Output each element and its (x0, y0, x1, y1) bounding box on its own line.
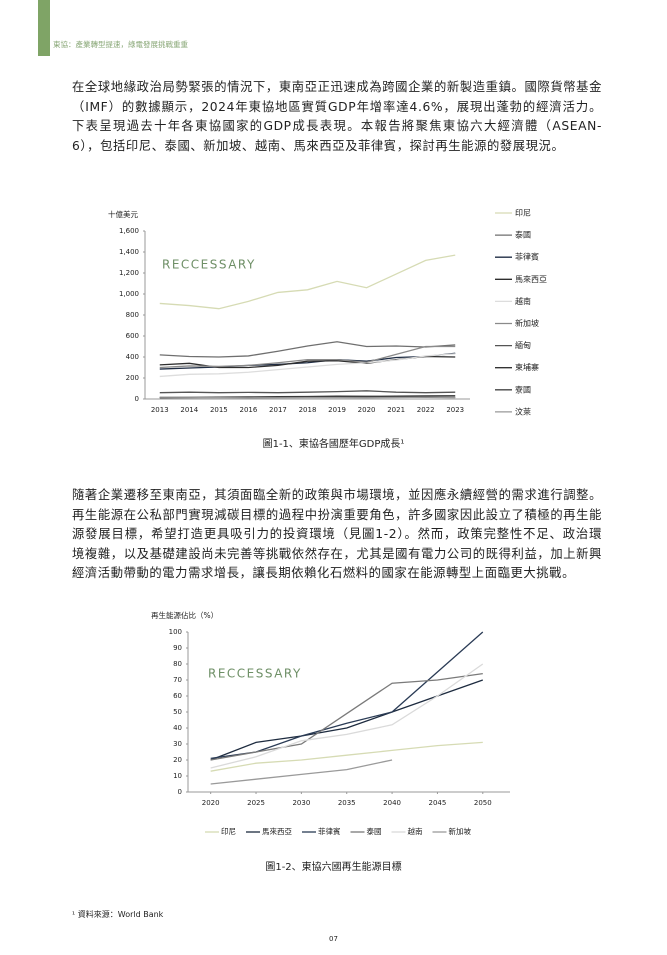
legend-label: 新加坡 (515, 318, 539, 328)
y-tick-label: 30 (173, 740, 182, 748)
x-tick-label: 2040 (383, 799, 401, 807)
legend-label: 泰國 (367, 826, 382, 836)
x-tick-label: 2035 (338, 799, 356, 807)
series-line (210, 672, 483, 761)
x-tick-label: 2020 (202, 799, 220, 807)
y-tick-label: 60 (173, 692, 182, 700)
y-tick-label: 800 (126, 311, 139, 319)
header-title: 東協：產業轉型提速，綠電發展挑戰重重 (53, 40, 188, 49)
x-tick-label: 2022 (417, 406, 435, 414)
x-tick-label: 2030 (292, 799, 310, 807)
series-line (159, 353, 456, 378)
x-tick-label: 2025 (247, 799, 265, 807)
legend-label: 汶萊 (515, 406, 531, 416)
y-tick-label: 20 (173, 756, 182, 764)
header-bar (38, 0, 50, 56)
legend-label: 印尼 (221, 827, 236, 836)
caption: 圖1-1、東協各國歷年GDP成長¹ (262, 439, 405, 450)
y-axis-title: 十億美元 (108, 209, 138, 219)
x-tick-label: 2021 (387, 406, 405, 414)
x-tick-label: 2020 (358, 406, 376, 414)
watermark: RECCESSARY (162, 258, 256, 272)
legend-label: 寮國 (515, 384, 531, 394)
legend-label: 泰國 (515, 230, 531, 240)
y-tick-label: 70 (173, 676, 182, 684)
series-line (159, 254, 456, 310)
y-tick-label: 10 (173, 772, 182, 780)
x-tick-label: 2019 (328, 406, 346, 414)
x-tick-label: 2015 (210, 406, 228, 414)
series-line (210, 679, 484, 761)
x-tick-label: 2050 (474, 799, 492, 807)
y-tick-label: 0 (135, 395, 139, 403)
paragraph: 在全球地緣政治局勢緊張的情況下，東南亞正迅速成為跨國企業的新製造重鎮。國際貨幣基… (72, 80, 602, 153)
page-number: 07 (329, 935, 338, 943)
chart: 2013 2014 2015 2016 2017 2018 2019 2020 2021 2022… (108, 209, 547, 417)
y-tick-label: 1,400 (119, 248, 139, 256)
legend-label: 印尼 (515, 209, 531, 218)
x-tick-label: 2013 (151, 406, 169, 414)
legend-label: 越南 (408, 826, 423, 836)
series-line (159, 341, 456, 358)
y-axis-title: 再生能源佔比（%） (151, 610, 218, 620)
x-tick-label: 2014 (180, 406, 198, 414)
y-tick-label: 1,600 (119, 227, 139, 235)
legend-label: 新加坡 (449, 826, 472, 836)
y-tick-label: 50 (173, 708, 182, 716)
series-line (159, 352, 456, 370)
x-tick-label: 2017 (269, 406, 287, 414)
legend-label: 馬來西亞 (515, 275, 547, 284)
series-line (210, 759, 393, 785)
series-line (210, 741, 483, 772)
chart: 2020 2025 2030 2035 2040 2045 2050010203040506… (151, 610, 510, 836)
series-line (210, 663, 484, 769)
x-tick-label: 2016 (239, 406, 257, 414)
y-tick-label: 600 (126, 332, 139, 340)
y-tick-label: 1,000 (119, 290, 139, 298)
watermark: RECCESSARY (208, 667, 302, 681)
x-tick-label: 2018 (299, 406, 317, 414)
legend-label: 菲律賓 (318, 826, 341, 836)
y-tick-label: 40 (173, 724, 182, 732)
series-line (210, 631, 484, 760)
footnote: ¹ 資料來源：World Bank (72, 910, 164, 919)
y-tick-label: 1,200 (119, 269, 139, 277)
y-tick-label: 0 (178, 788, 182, 796)
paragraph: 隨著企業遷移至東南亞，其須面臨全新的政策與市場環境，並因應永續經營的需求進行調整… (72, 488, 602, 581)
legend-label: 柬埔寨 (515, 362, 539, 372)
legend-label: 越南 (515, 296, 531, 306)
x-tick-label: 2045 (429, 799, 447, 807)
y-tick-label: 80 (173, 660, 182, 668)
series-line (159, 345, 456, 369)
y-tick-label: 100 (169, 628, 182, 636)
y-tick-label: 90 (173, 644, 182, 652)
y-tick-label: 400 (126, 353, 139, 361)
y-tick-label: 200 (126, 374, 139, 382)
series-line (159, 396, 456, 399)
caption: 圖1-2、東協六國再生能源目標 (265, 862, 402, 873)
legend-label: 緬甸 (515, 340, 531, 350)
legend-label: 菲律賓 (515, 252, 539, 262)
x-tick-label: 2023 (446, 406, 464, 414)
legend-label: 馬來西亞 (262, 827, 292, 836)
series-line (159, 390, 456, 394)
